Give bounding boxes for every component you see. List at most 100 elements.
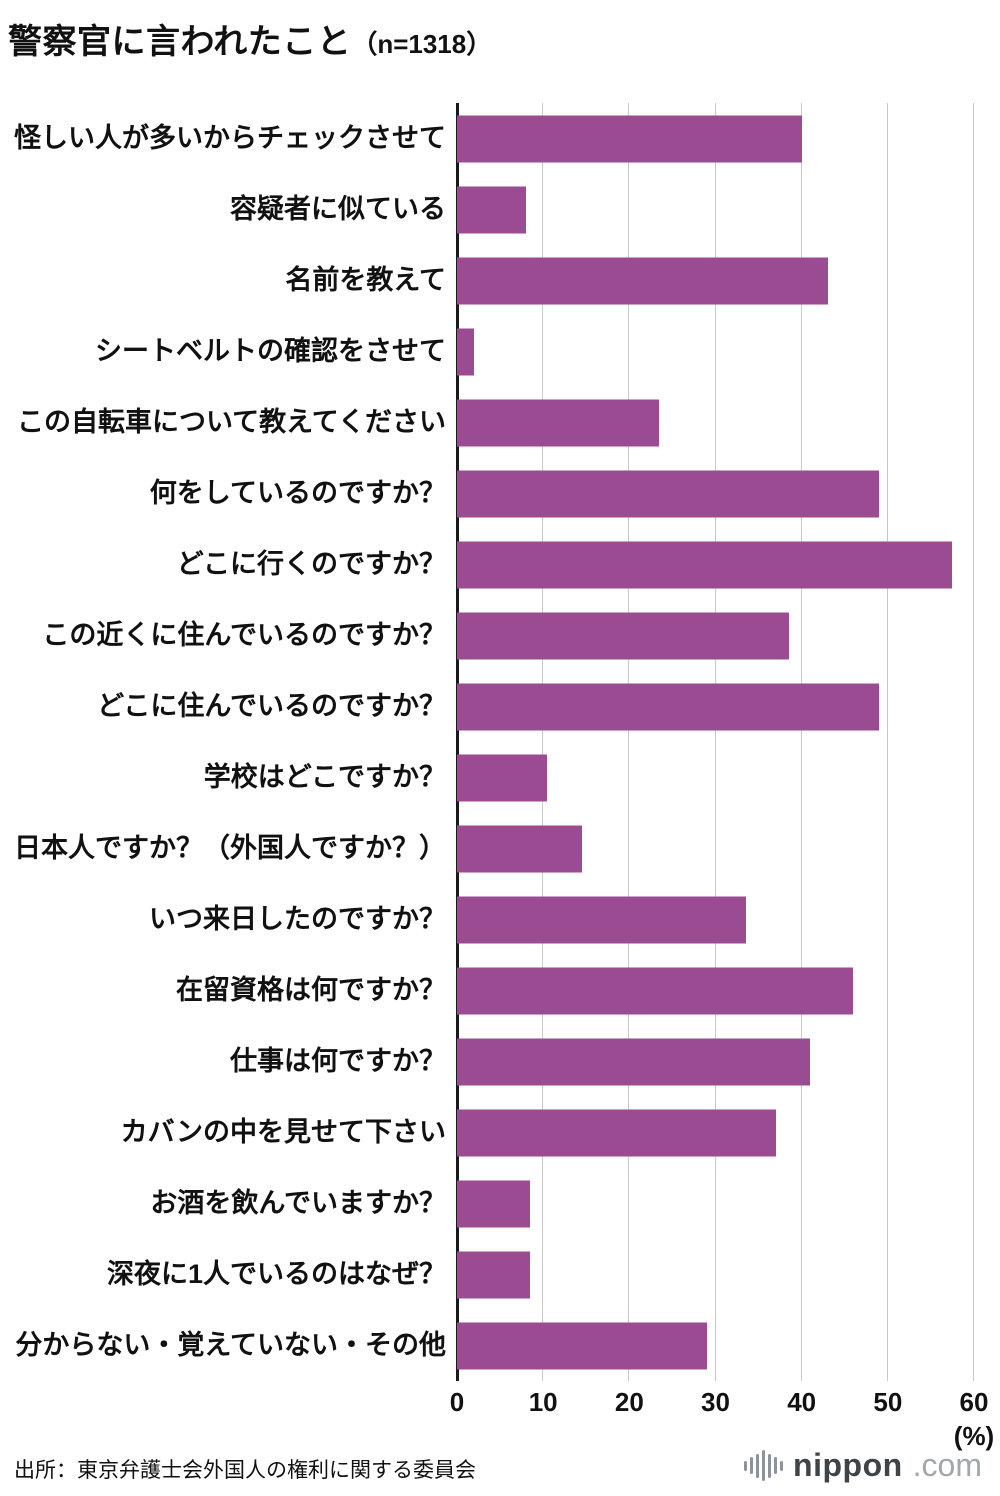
bar (457, 1109, 776, 1156)
chart-body: 怪しい人が多いからチェックさせて容疑者に似ている名前を教えてシートベルトの確認を… (0, 103, 1000, 1381)
bar (457, 754, 548, 801)
gridline (714, 103, 716, 1381)
bar-track (457, 742, 974, 813)
page-title: 警察官に言われたこと（n=1318） (0, 0, 1000, 63)
bar-track (457, 813, 974, 884)
category-label: どこに住んでいるのですか？ (97, 690, 446, 721)
bar-track (457, 529, 974, 600)
chart-title: 警察官に言われたこと (8, 23, 352, 61)
bar (457, 470, 880, 517)
chart-row: どこに行くのですか？ (0, 529, 1000, 600)
sample-size-label: （n=1318） (351, 29, 493, 59)
chart-row: 仕事は何ですか？ (0, 1026, 1000, 1097)
category-label: お酒を飲んでいますか？ (150, 1187, 446, 1218)
x-axis-line (456, 103, 459, 1381)
category-label: この近くに住んでいるのですか？ (42, 619, 446, 650)
category-label: 仕事は何ですか？ (230, 1045, 446, 1076)
bar-track (457, 1026, 974, 1097)
bar (457, 967, 854, 1014)
logo-text-com: .com (912, 1447, 982, 1483)
soundwave-icon (744, 1449, 784, 1483)
chart-row: この近くに住んでいるのですか？ (0, 600, 1000, 671)
x-tick-label: 30 (701, 1387, 730, 1417)
chart-row: 怪しい人が多いからチェックさせて (0, 103, 1000, 174)
bar-track (457, 1168, 974, 1239)
bar (457, 612, 789, 659)
category-label: 日本人ですか？（外国人ですか？） (14, 832, 446, 863)
bar-track (457, 316, 974, 387)
bar (457, 186, 526, 233)
category-label: いつ来日したのですか？ (149, 903, 446, 934)
bar-track (457, 884, 974, 955)
bar (457, 541, 953, 588)
x-axis-unit-label: (%) (953, 1421, 995, 1451)
nippon-logo: nippon .com (744, 1447, 982, 1484)
category-label: 容疑者に似ている (230, 193, 446, 224)
bar-chart: 怪しい人が多いからチェックさせて容疑者に似ている名前を教えてシートベルトの確認を… (0, 103, 1000, 1459)
gridline (542, 103, 544, 1381)
chart-row: 深夜に1人でいるのはなぜ？ (0, 1239, 1000, 1310)
chart-row: 分からない・覚えていない・その他 (0, 1310, 1000, 1381)
bar (457, 399, 660, 446)
chart-row: 何をしているのですか？ (0, 458, 1000, 529)
chart-row: カバンの中を見せて下さい (0, 1097, 1000, 1168)
gridline (800, 103, 802, 1381)
category-label: 在留資格は何ですか？ (176, 974, 446, 1005)
category-label: 何をしているのですか？ (149, 477, 446, 508)
x-tick-label: 0 (449, 1387, 465, 1417)
chart-row: 名前を教えて (0, 245, 1000, 316)
chart-row: 容疑者に似ている (0, 174, 1000, 245)
bar-track (457, 600, 974, 671)
bar-track (457, 245, 974, 316)
bar-track (457, 387, 974, 458)
chart-row: 学校はどこですか？ (0, 742, 1000, 813)
x-tick-label: 50 (873, 1387, 903, 1417)
bar (457, 1180, 531, 1227)
bar (457, 683, 880, 730)
bar (457, 825, 582, 872)
bar (457, 257, 828, 304)
gridline (628, 103, 630, 1381)
logo-text-nippon: nippon (793, 1447, 903, 1483)
source-note: 出所：東京弁護士会外国人の権利に関する委員会 (14, 1459, 476, 1482)
category-label: この自転車について教えてください (16, 406, 446, 437)
bar-track (457, 671, 974, 742)
bar-track (457, 1097, 974, 1168)
chart-row: お酒を飲んでいますか？ (0, 1168, 1000, 1239)
category-label: どこに行くのですか？ (176, 548, 446, 579)
gridline (886, 103, 888, 1381)
bar (457, 328, 475, 375)
chart-rows: 怪しい人が多いからチェックさせて容疑者に似ている名前を教えてシートベルトの確認を… (0, 103, 1000, 1381)
bar (457, 1251, 531, 1298)
x-axis: 0 10 20 30 40 50 60 (%) (450, 1381, 994, 1459)
grid-overlay (456, 103, 974, 1381)
category-label: 怪しい人が多いからチェックさせて (14, 122, 446, 153)
bar-track (457, 955, 974, 1026)
bar-track (457, 458, 974, 529)
category-label: 深夜に1人でいるのはなぜ？ (106, 1258, 446, 1289)
chart-row: シートベルトの確認をさせて (0, 316, 1000, 387)
chart-row: 日本人ですか？（外国人ですか？） (0, 813, 1000, 884)
category-label: 分からない・覚えていない・その他 (15, 1329, 446, 1360)
category-label: カバンの中を見せて下さい (120, 1116, 446, 1147)
x-tick-label: 10 (528, 1387, 558, 1417)
bar (457, 1322, 707, 1369)
bar (457, 1038, 811, 1085)
chart-row: 在留資格は何ですか？ (0, 955, 1000, 1026)
chart-row: どこに住んでいるのですか？ (0, 671, 1000, 742)
category-label: シートベルトの確認をさせて (95, 335, 446, 366)
x-tick-label: 20 (614, 1387, 644, 1417)
x-tick-label: 60 (959, 1387, 989, 1417)
bar-track (457, 174, 974, 245)
bar-track (457, 1310, 974, 1381)
x-tick-label: 40 (787, 1387, 817, 1417)
bar (457, 896, 746, 943)
category-label: 学校はどこですか？ (203, 761, 446, 792)
gridline (973, 103, 974, 1381)
category-label: 名前を教えて (285, 264, 446, 295)
bar-track (457, 1239, 974, 1310)
bar-track (457, 103, 974, 174)
chart-row: いつ来日したのですか？ (0, 884, 1000, 955)
bar (457, 115, 802, 162)
chart-row: この自転車について教えてください (0, 387, 1000, 458)
